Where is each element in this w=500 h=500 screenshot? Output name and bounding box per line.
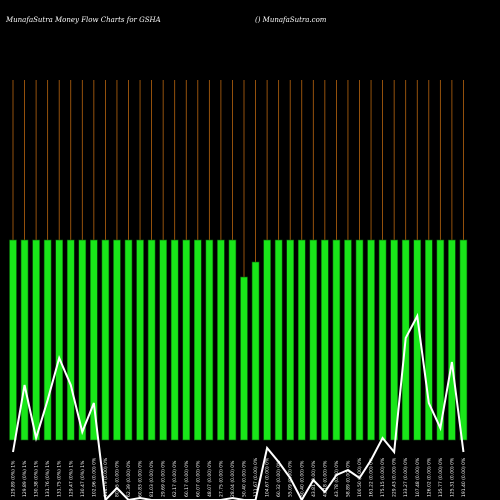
x-tick-label: 126.02 (0.00) 0%: [426, 457, 432, 497]
x-tick-label: 130.47 (0%) 1%: [80, 460, 86, 497]
bar: [90, 239, 98, 441]
x-tick-label: 125.31 (0.00) 0%: [449, 457, 455, 497]
bar: [217, 239, 225, 441]
x-tick-label: 161.22 (0.00) 0%: [369, 457, 375, 497]
x-tick-label: 60.83 (0.00) 0%: [138, 460, 144, 497]
x-tick-label: 107.48 (0.00) 0%: [415, 457, 421, 497]
bar: [66, 239, 75, 441]
x-tick-label: 129.89 (0%) 1%: [22, 460, 28, 497]
x-tick-label: 111.67 (0.00) 0%: [253, 457, 259, 497]
x-tick-label: 100.50 (0.00) 0%: [357, 457, 363, 497]
bar: [263, 239, 271, 441]
bar: [274, 239, 283, 441]
bar: [378, 239, 387, 441]
x-tick-label: 229.43 (0.00) 0%: [392, 457, 398, 497]
x-tick-label: 58.89 (0.00) 0%: [345, 460, 351, 497]
x-tick-label: 133.27 (0.00) 0%: [403, 457, 409, 497]
bar: [101, 239, 110, 441]
bar: [332, 239, 341, 441]
x-tick-label: 81.03 (0.00) 0%: [149, 460, 155, 497]
bar: [240, 276, 248, 441]
bar: [113, 239, 121, 441]
bar: [251, 261, 260, 441]
bar: [297, 239, 306, 441]
x-tick-label: 130.38 (0%) 1%: [34, 460, 40, 497]
x-tick-label: 27.75 (0.00) 0%: [218, 460, 224, 497]
site-label: () MunafaSutra.com: [255, 16, 327, 24]
bar: [159, 239, 167, 441]
x-tick-label: 175.15 (0.00) 0%: [380, 457, 386, 497]
bar: [32, 239, 40, 441]
x-tick-label: 131.75 (0%) 1%: [57, 460, 63, 497]
x-tick-label: 129.47 (0%) 1%: [68, 460, 74, 497]
x-tick-label: 50.40 (0.00) 0%: [242, 460, 248, 497]
x-tick-label: 43.78 (0.00) 0%: [334, 460, 340, 497]
bar: [194, 239, 202, 441]
chart-title: MunafaSutra Money Flow Charts for GSHA: [5, 16, 161, 24]
x-tick-label: 60.07 (0.00) 0%: [195, 460, 201, 497]
x-tick-label: 114.79 (0.00) 0%: [103, 457, 109, 497]
x-tick-label: 43.81 (0.00) 0%: [311, 460, 317, 497]
bar: [205, 239, 214, 441]
bar: [436, 239, 445, 441]
x-tick-label: 80.55 (0.00) 0%: [114, 460, 120, 497]
bar: [344, 239, 352, 441]
x-tick-label: 55.09 (0.00) 0%: [288, 460, 294, 497]
bar: [228, 239, 237, 441]
bar: [182, 239, 191, 441]
x-tick-label: 48.07 (0.00) 0%: [207, 460, 213, 497]
x-tick-label: 60.17 (0.00) 0%: [184, 460, 190, 497]
x-tick-label: 129.89 (0%) 1%: [11, 460, 17, 497]
x-tick-label: 60.32 (0.00) 0%: [276, 460, 282, 497]
bar: [170, 239, 179, 441]
x-tick-label: 131.76 (0%) 1%: [45, 460, 51, 497]
bar: [448, 239, 456, 441]
x-tick-label: 43.18 (0.00) 0%: [322, 460, 328, 497]
bar: [43, 239, 52, 441]
bar: [20, 239, 29, 441]
x-tick-label: 62.17 (0.00) 0%: [172, 460, 178, 497]
bar: [124, 239, 133, 441]
x-tick-label: 50.40 (0.00) 0%: [299, 460, 305, 497]
bar: [309, 239, 318, 441]
bar: [9, 239, 17, 441]
x-tick-label: 104.67 (0.00) 0%: [265, 457, 271, 497]
x-tick-label: 191.40 (0.00) 0%: [461, 457, 467, 497]
x-tick-label: 102.96 (0.00) 0%: [91, 457, 97, 497]
bar: [321, 239, 329, 441]
bar: [459, 239, 468, 441]
x-tick-label: 28.04 (0.00) 0%: [230, 460, 236, 497]
x-tick-label: 135.77 (0.00) 0%: [438, 457, 444, 497]
bar: [136, 239, 144, 441]
bar: [286, 239, 295, 441]
bar: [147, 239, 156, 441]
bar: [424, 239, 433, 441]
bar: [355, 239, 364, 441]
bar: [55, 239, 64, 441]
bar: [78, 239, 87, 441]
bar: [390, 239, 398, 441]
money-flow-line: [12, 312, 465, 500]
x-tick-label: 29.69 (0.00) 0%: [161, 460, 167, 497]
bar: [367, 239, 375, 441]
x-tick-label: 62.39 (0.00) 0%: [126, 460, 132, 497]
